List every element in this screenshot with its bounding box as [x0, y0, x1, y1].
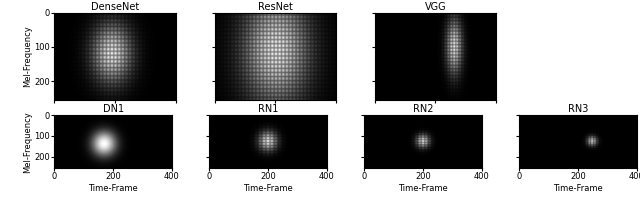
Y-axis label: Mel-Frequency: Mel-Frequency	[22, 26, 32, 87]
Title: DN1: DN1	[102, 104, 124, 114]
Y-axis label: Mel-Frequency: Mel-Frequency	[22, 111, 32, 173]
Title: RN3: RN3	[568, 104, 588, 114]
Title: DenseNet: DenseNet	[91, 2, 139, 12]
X-axis label: Time-Frame: Time-Frame	[398, 184, 448, 193]
Title: ResNet: ResNet	[258, 2, 292, 12]
Title: RN1: RN1	[258, 104, 278, 114]
X-axis label: Time-Frame: Time-Frame	[553, 184, 603, 193]
Title: RN2: RN2	[413, 104, 433, 114]
X-axis label: Time-Frame: Time-Frame	[88, 184, 138, 193]
X-axis label: Time-Frame: Time-Frame	[243, 184, 293, 193]
Title: VGG: VGG	[424, 2, 446, 12]
